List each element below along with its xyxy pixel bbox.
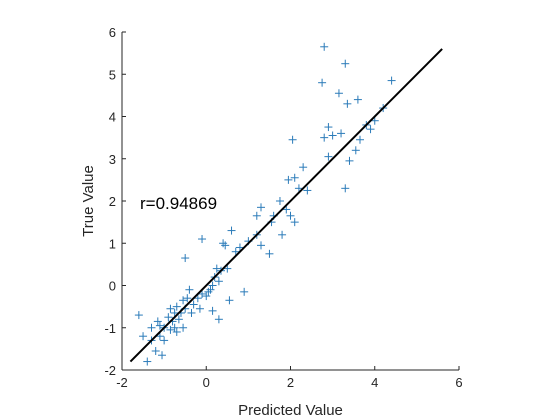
data-point [284,175,293,184]
data-point [351,146,360,155]
data-point [179,323,188,332]
x-tick-label: 2 [287,375,294,390]
data-point [204,287,213,296]
data-point [337,129,346,138]
data-point [151,346,160,355]
fit-line [129,48,443,363]
y-tick-label: 2 [109,194,116,209]
data-point [341,59,350,68]
data-point [170,323,179,332]
data-point [189,300,198,309]
data-point [227,226,236,235]
data-point [294,184,303,193]
data-point [160,336,169,345]
fit-layer [129,48,443,363]
y-tick-label: -1 [104,321,116,336]
data-point [179,296,188,305]
data-point [198,289,207,298]
y-tick-label: 4 [109,110,116,125]
data-point [155,332,164,341]
data-point [158,351,167,360]
data-point [181,254,190,263]
data-point [343,99,352,108]
data-point [286,211,295,220]
data-point [198,235,207,244]
data-point [174,315,183,324]
data-point [303,186,312,195]
data-point [202,292,211,301]
data-point [214,315,223,324]
data-point [387,76,396,85]
data-point [183,294,192,303]
points-layer [134,42,396,366]
data-point [219,239,228,248]
data-point [265,249,274,258]
data-point [320,42,329,51]
y-tick-label: 3 [109,152,116,167]
data-point [334,89,343,98]
data-point [235,243,244,252]
x-tick-label: 6 [455,375,462,390]
data-point [282,205,291,214]
data-point [345,156,354,165]
data-point [275,197,284,205]
y-tick-label: -2 [104,363,116,378]
data-point [328,131,337,140]
y-tick-label: 1 [109,236,116,251]
data-point [278,230,287,239]
y-axis-label: True Value [80,165,97,237]
data-point [195,304,204,313]
data-point [214,277,223,286]
data-point [366,125,375,134]
data-point [134,311,143,320]
data-point [143,357,152,366]
correlation-annotation: r=0.94869 [140,194,217,213]
axes-layer: -2 0 2 4 6 -2 -1 0 1 2 3 4 5 6 [104,25,462,390]
data-point [208,306,217,315]
data-point [257,241,266,250]
data-point [257,203,266,212]
data-point [221,241,230,250]
data-point [212,264,221,273]
data-point [370,116,379,125]
data-point [187,308,196,317]
x-axis-label: Predicted Value [238,402,343,419]
data-point [299,163,308,172]
data-point [231,247,240,256]
data-point [320,133,329,142]
data-point [223,264,232,273]
data-point [172,327,181,336]
x-tick-label: 0 [203,375,210,390]
data-point [288,135,297,144]
data-point [193,294,202,303]
y-tick-label: 0 [109,279,116,294]
data-point [324,152,333,161]
data-point [172,302,181,311]
data-point [225,296,234,305]
x-tick-label: 4 [371,375,378,390]
data-point [290,218,299,227]
data-point [206,285,215,294]
x-tick-label: -2 [116,375,128,390]
data-point [353,95,362,104]
data-point [240,287,249,296]
data-point [166,304,175,313]
y-tick-label: 5 [109,67,116,82]
y-tick-label: 6 [109,25,116,40]
data-point [208,281,217,290]
data-point [147,323,156,332]
data-point [341,184,350,193]
data-point [164,313,173,322]
data-point [153,317,162,326]
data-point [290,173,299,182]
data-point [356,135,365,144]
data-point [324,123,333,132]
data-point [139,332,148,341]
data-point [166,325,175,334]
data-point [185,285,194,294]
data-point [252,211,261,220]
data-point [318,78,327,87]
data-point [155,321,164,330]
